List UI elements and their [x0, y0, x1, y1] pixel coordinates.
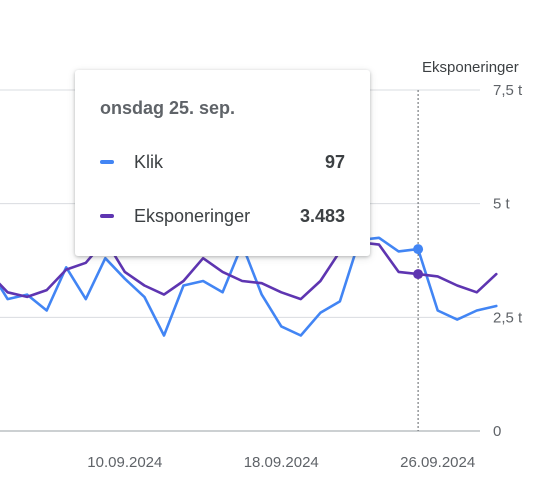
tooltip-row-impressions: Eksponeringer 3.483: [100, 204, 345, 228]
hover-point: [413, 244, 424, 255]
chart-tooltip: onsdag 25. sep. Klik 97 Eksponeringer 3.…: [75, 70, 370, 256]
tooltip-label: Klik: [134, 151, 164, 172]
tooltip-label: Eksponeringer: [134, 205, 251, 226]
x-tick-label: 10.09.2024: [87, 454, 162, 471]
impressions-legend-swatch: [100, 214, 114, 218]
y-tick-label: 0: [493, 423, 501, 440]
tooltip-value: 97: [324, 151, 345, 172]
hover-indicator: [413, 90, 424, 431]
tooltip-row-clicks: Klik 97: [100, 150, 345, 174]
tooltip-value: 3.483: [299, 205, 345, 226]
series-line-eksponeringer: [0, 238, 498, 301]
x-tick-label: 18.09.2024: [244, 454, 319, 471]
hover-point: [413, 269, 424, 280]
y-tick-label: 2,5 t: [493, 309, 523, 326]
x-axis-ticks: 10.09.2024 18.09.2024 26.09.2024: [87, 454, 475, 471]
x-tick-label: 26.09.2024: [400, 454, 475, 471]
right-axis-title: Eksponeringer: [422, 59, 519, 76]
clicks-legend-swatch: [100, 160, 114, 164]
y-tick-label: 7,5 t: [493, 82, 523, 99]
y-tick-label: 5 t: [493, 196, 511, 213]
tooltip-date: onsdag 25. sep.: [100, 98, 236, 118]
y-axis-ticks: 0 2,5 t 5 t 7,5 t: [493, 82, 523, 440]
